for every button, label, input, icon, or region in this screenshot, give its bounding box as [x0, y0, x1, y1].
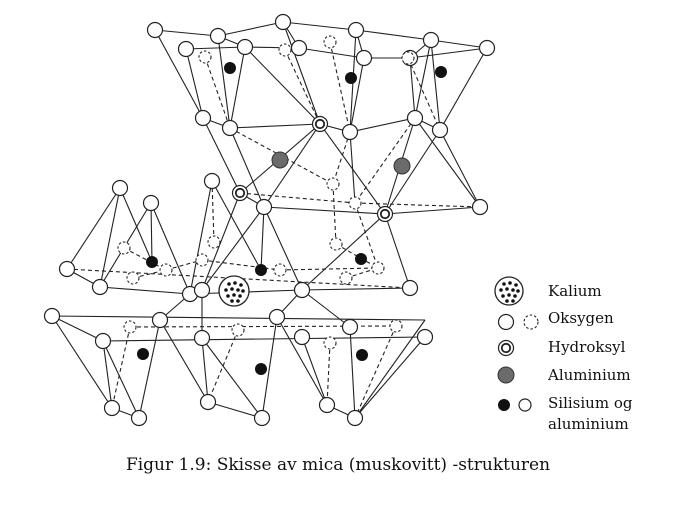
legend-oksygen-label: Oksygen — [548, 309, 614, 327]
legend-oxygen-dashed-icon — [523, 314, 539, 330]
legend-oxygen-solid-icon — [497, 313, 515, 331]
legend: Kalium Oksygen Hydroksyl Aluminium Silis… — [494, 276, 633, 433]
legend-hydroksyl-label: Hydroksyl — [548, 338, 626, 356]
legend-kalium-icon — [494, 276, 524, 306]
upper-second-row-edge — [185, 46, 488, 59]
middle-tetrahedral-sheet — [66, 180, 411, 295]
aluminium-atoms — [271, 151, 411, 175]
upper-top-row-edge — [154, 21, 488, 49]
silicon-atoms — [137, 62, 447, 375]
hydroxyl-groups — [231, 115, 394, 223]
figure-caption: Figur 1.9: Skisse av mica (muskovitt) -s… — [125, 455, 551, 475]
legend-aluminium-label: Aluminium — [547, 366, 631, 384]
legend-silisium-label-line1: Silisium og — [548, 394, 633, 412]
oxygen-atoms — [43, 13, 496, 427]
legend-kalium-label: Kalium — [548, 282, 602, 300]
legend-aluminium-icon — [497, 366, 515, 384]
legend-silicon-solid-icon — [498, 399, 510, 411]
legend-silisium-label-line2: aluminium — [548, 415, 629, 433]
lower-tetrahedral-sheet — [51, 289, 426, 419]
legend-silicon-hollow-icon — [518, 398, 532, 412]
potassium-atom — [218, 275, 250, 307]
legend-hydroxyl-icon — [497, 339, 515, 357]
